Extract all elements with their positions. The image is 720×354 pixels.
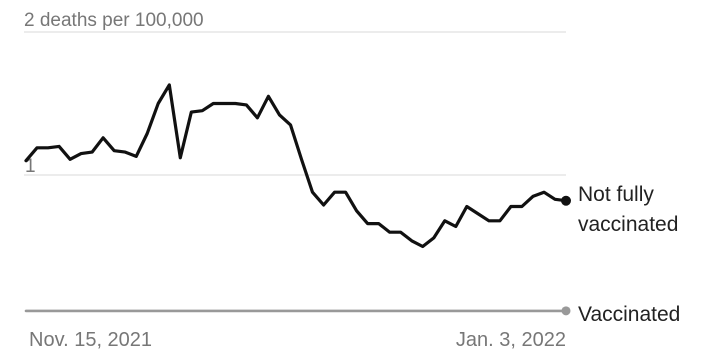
series-end-marker-1 — [561, 306, 571, 316]
series-label-not-fully-line2: vaccinated — [578, 213, 678, 236]
series-line-0 — [24, 83, 568, 249]
series-label-not-fully-line1: Not fully — [578, 183, 654, 206]
grid-lines — [24, 31, 566, 176]
series-end-marker-0 — [561, 195, 571, 206]
series-label-vaccinated: Vaccinated — [578, 303, 680, 326]
series-lines — [24, 83, 571, 316]
y-tick-label-one: 1 — [25, 156, 36, 177]
x-tick-label-start: Nov. 15, 2021 — [29, 329, 152, 351]
x-tick-label-end: Jan. 3, 2022 — [456, 329, 566, 351]
y-tick-label-top: 2 deaths per 100,000 — [24, 10, 204, 31]
